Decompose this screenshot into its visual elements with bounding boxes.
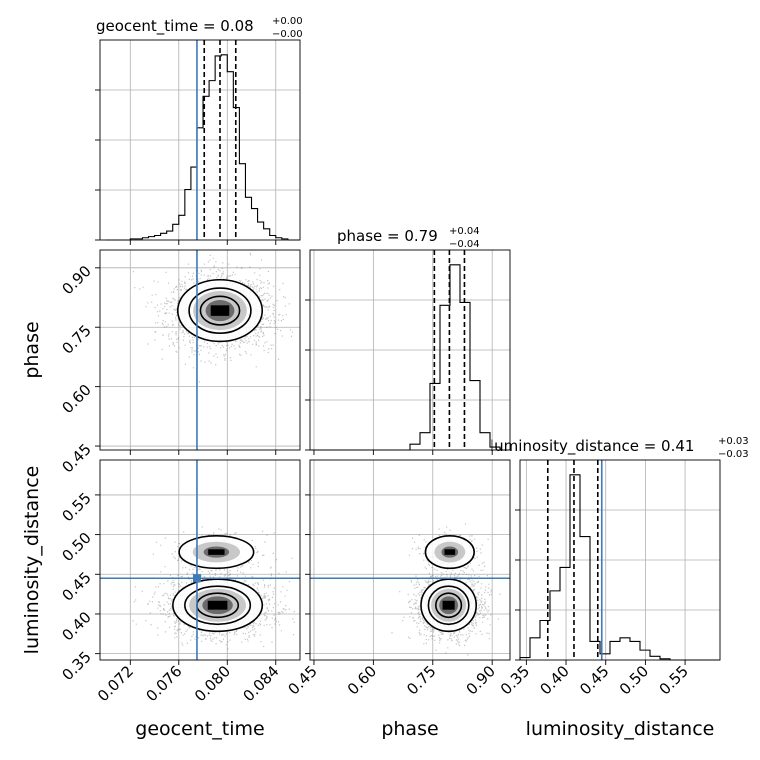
contour-0-1 bbox=[184, 585, 252, 626]
xticklabel-luminosity_distance-4: 0.55 bbox=[656, 662, 692, 698]
ylabel-luminosity-distance: luminosity_distance bbox=[21, 466, 43, 655]
density-peak-0 bbox=[210, 305, 230, 316]
xticklabel-phase-0: 0.45 bbox=[284, 662, 320, 698]
xticklabel-luminosity_distance-2: 0.45 bbox=[576, 662, 612, 698]
xticklabel-geocent_time-2: 0.080 bbox=[191, 662, 234, 705]
panel-2d-phase-luminosity_distance bbox=[310, 523, 510, 656]
xlabel-geocent-time: geocent_time bbox=[135, 718, 264, 740]
histogram-geocent_time bbox=[106, 54, 300, 241]
yticklabel-luminosity_distance-3: 0.50 bbox=[58, 529, 94, 565]
contour-0-0 bbox=[172, 578, 264, 633]
truth-marker bbox=[192, 574, 201, 583]
xticklabel-luminosity_distance-3: 0.50 bbox=[616, 662, 652, 698]
yticklabel-phase-0: 0.45 bbox=[58, 440, 94, 476]
xticklabel-phase-1: 0.60 bbox=[344, 662, 380, 698]
yticklabel-phase-3: 0.90 bbox=[58, 262, 94, 298]
contour-1-0 bbox=[178, 534, 255, 570]
xlabel-luminosity-distance: luminosity_distance bbox=[526, 718, 715, 740]
title-geocent-time-sub: −0.00 bbox=[272, 29, 303, 40]
xticklabel-luminosity_distance-0: 0.35 bbox=[497, 662, 533, 698]
title-luminosity-distance: luminosity_distance = 0.41 bbox=[490, 437, 694, 456]
xticklabel-geocent_time-0: 0.072 bbox=[94, 662, 137, 705]
title-luminosity-distance-sub: −0.03 bbox=[718, 449, 749, 460]
panel-2d-geocent_time-luminosity_distance bbox=[100, 460, 300, 660]
contour-0-0 bbox=[420, 578, 478, 633]
grid-0-1 bbox=[100, 250, 300, 450]
title-phase-sup: +0.04 bbox=[449, 226, 480, 237]
contour-0-2 bbox=[435, 592, 463, 619]
xticklabel-luminosity_distance-1: 0.40 bbox=[537, 662, 573, 698]
yticklabel-luminosity_distance-1: 0.40 bbox=[58, 608, 94, 644]
title-phase-sub: −0.04 bbox=[449, 239, 480, 250]
title-luminosity-distance-sup: +0.03 bbox=[718, 436, 749, 447]
title-geocent-time: geocent_time = 0.08 bbox=[96, 17, 254, 36]
density-peak-1 bbox=[444, 549, 456, 555]
grid-0-0 bbox=[100, 40, 300, 240]
contour-1-0 bbox=[424, 534, 475, 570]
title-geocent-time-sup: +0.00 bbox=[272, 16, 303, 27]
xlabel-phase: phase bbox=[381, 718, 438, 740]
yticklabel-luminosity_distance-4: 0.55 bbox=[58, 489, 94, 525]
histogram-luminosity_distance bbox=[519, 474, 720, 661]
contour-0-1 bbox=[427, 585, 470, 626]
histogram-phase bbox=[309, 264, 511, 451]
panel-hist-luminosity_distance bbox=[519, 459, 721, 661]
density-peak-0 bbox=[442, 600, 455, 610]
xticklabel-geocent_time-1: 0.076 bbox=[143, 662, 186, 705]
yticklabel-phase-2: 0.75 bbox=[58, 321, 94, 357]
yticklabel-phase-1: 0.60 bbox=[58, 381, 94, 417]
grid-1-1 bbox=[310, 250, 510, 450]
contour-0-1 bbox=[188, 287, 252, 334]
contour-0-0 bbox=[176, 278, 264, 343]
xticklabel-phase-2: 0.75 bbox=[403, 662, 439, 698]
panel-hist-phase bbox=[309, 249, 511, 451]
frame-2d-phase-luminosity_distance bbox=[309, 459, 511, 661]
grid-1-2 bbox=[310, 460, 510, 660]
frame-2d-geocent_time-phase bbox=[99, 249, 301, 451]
grid-2-2 bbox=[520, 460, 720, 660]
density-peak-0 bbox=[207, 600, 228, 610]
title-phase: phase = 0.79 bbox=[337, 227, 438, 245]
ylabel-phase: phase bbox=[21, 321, 43, 378]
scatter-points bbox=[391, 523, 501, 656]
contour-0-2 bbox=[199, 295, 241, 326]
frame-2d-geocent_time-luminosity_distance bbox=[99, 459, 301, 661]
yticklabel-luminosity_distance-0: 0.35 bbox=[58, 648, 94, 684]
yticklabel-luminosity_distance-2: 0.45 bbox=[58, 568, 94, 604]
panel-hist-geocent_time bbox=[99, 39, 301, 241]
panel-2d-geocent_time-phase bbox=[132, 250, 294, 450]
xticklabel-phase-3: 0.90 bbox=[463, 662, 499, 698]
density-peak-1 bbox=[208, 549, 225, 555]
xticklabel-geocent_time-3: 0.084 bbox=[239, 662, 282, 705]
